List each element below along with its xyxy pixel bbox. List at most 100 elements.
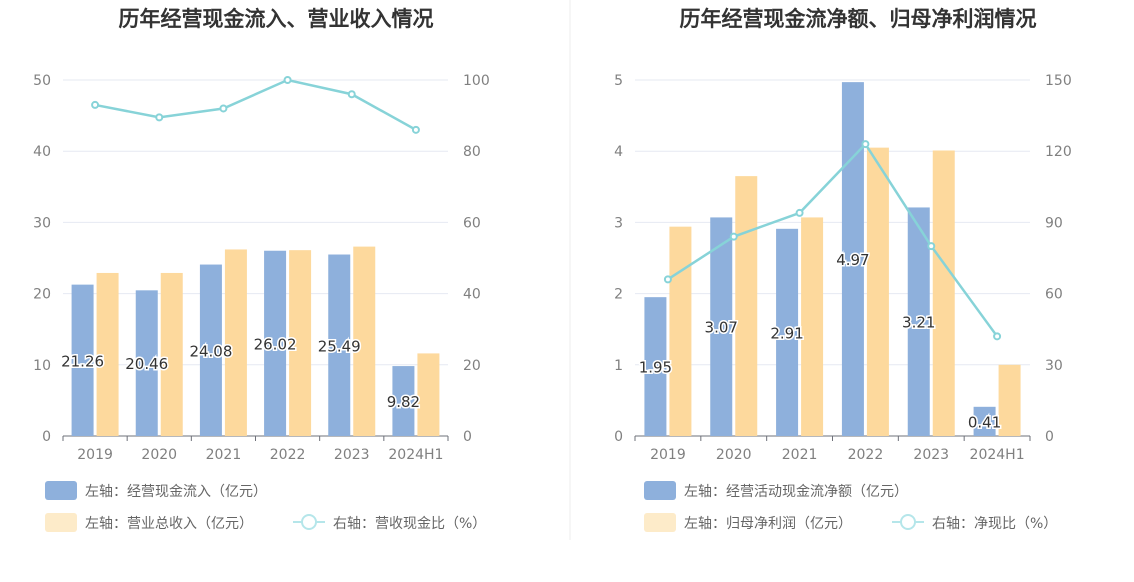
line-point bbox=[993, 332, 1002, 341]
bar-series-1 bbox=[199, 264, 222, 436]
line-series bbox=[94, 78, 417, 131]
bar-data-label: 20.46 bbox=[125, 355, 168, 373]
bar-data-label: 25.49 bbox=[318, 337, 361, 355]
bar-series-2 bbox=[735, 176, 758, 436]
right-axis-tick-label: 0 bbox=[463, 429, 472, 445]
x-axis-category-label: 2022 bbox=[848, 447, 884, 463]
right-axis-tick-label: 60 bbox=[1045, 287, 1063, 303]
right-axis-tick-label: 40 bbox=[463, 287, 481, 303]
left-axis-tick-label: 4 bbox=[614, 144, 623, 160]
line-point bbox=[155, 113, 164, 122]
bar-series-1 bbox=[392, 366, 415, 436]
x-axis-category-label: 2024H1 bbox=[388, 447, 443, 463]
left-axis-tick-label: 50 bbox=[33, 73, 51, 89]
legend-swatch bbox=[644, 513, 676, 532]
legend-swatch bbox=[45, 481, 77, 500]
bar-series-1 bbox=[135, 290, 158, 436]
right-axis-tick-label: 100 bbox=[463, 73, 490, 89]
legend-swatch bbox=[45, 513, 77, 532]
left-axis-tick-label: 30 bbox=[33, 215, 51, 231]
line-point bbox=[927, 242, 936, 251]
x-axis-category-label: 2019 bbox=[650, 447, 686, 463]
bar-series-1 bbox=[907, 207, 930, 436]
legend-swatch bbox=[644, 481, 676, 500]
right-axis-tick-label: 120 bbox=[1045, 144, 1072, 160]
bar-series-2 bbox=[866, 147, 889, 436]
bar-series-1 bbox=[841, 82, 864, 437]
left-chart-title: 历年经营现金流入、营业收入情况 bbox=[119, 7, 434, 31]
right-axis-tick-label: 80 bbox=[463, 144, 481, 160]
x-axis-category-label: 2022 bbox=[270, 447, 306, 463]
x-axis-category-label: 2021 bbox=[206, 447, 242, 463]
right-chart-title: 历年经营现金流净额、归母净利润情况 bbox=[680, 7, 1037, 31]
line-point bbox=[91, 100, 100, 109]
bar-series-2 bbox=[96, 272, 119, 436]
bar-data-label: 1.95 bbox=[639, 359, 672, 377]
line-series bbox=[667, 142, 999, 338]
left-axis-tick-label: 0 bbox=[614, 429, 623, 445]
legend-label: 右轴：净现比（%） bbox=[932, 516, 1057, 532]
bar-series-2 bbox=[224, 249, 247, 436]
bar-series-2 bbox=[160, 272, 183, 436]
bar-data-label: 3.07 bbox=[705, 319, 738, 337]
right-axis-tick-label: 60 bbox=[463, 215, 481, 231]
left-axis-tick-label: 40 bbox=[33, 144, 51, 160]
legend-label: 左轴：经营现金流入（亿元） bbox=[85, 484, 267, 500]
legend-label: 左轴：营业总收入（亿元） bbox=[85, 516, 253, 532]
left-axis-tick-label: 2 bbox=[614, 287, 623, 303]
bar-series-1 bbox=[644, 297, 667, 436]
x-axis-category-label: 2020 bbox=[716, 447, 752, 463]
right-chart-panel: 历年经营现金流净额、归母净利润情况 0 1 2 3 4 5 0 30 60 90 120 150 201… bbox=[614, 7, 1072, 532]
bar-series-2 bbox=[932, 150, 955, 436]
bar-series-1 bbox=[710, 217, 733, 436]
right-axis-tick-label: 30 bbox=[1045, 358, 1063, 374]
bar-series-2 bbox=[669, 226, 692, 436]
bar-series-2 bbox=[998, 364, 1021, 436]
x-axis-category-label: 2021 bbox=[782, 447, 818, 463]
bar-data-label: 21.26 bbox=[61, 352, 104, 370]
bar-series-2 bbox=[289, 250, 312, 436]
x-axis-category-label: 2023 bbox=[334, 447, 370, 463]
legend-line-marker bbox=[900, 514, 916, 530]
x-axis-category-label: 2024H1 bbox=[970, 447, 1025, 463]
left-axis-tick-label: 0 bbox=[42, 429, 51, 445]
bar-data-label: 26.02 bbox=[254, 335, 297, 353]
x-axis-category-label: 2023 bbox=[913, 447, 949, 463]
line-point bbox=[219, 104, 228, 113]
bar-series-1 bbox=[328, 254, 351, 436]
bar-data-label: 9.82 bbox=[387, 393, 420, 411]
line-point bbox=[729, 232, 738, 241]
legend-line-marker bbox=[301, 514, 317, 530]
left-axis-tick-label: 3 bbox=[614, 215, 623, 231]
line-point bbox=[861, 140, 870, 149]
right-axis-tick-label: 150 bbox=[1045, 73, 1072, 89]
legend-label: 左轴：归母净利润（亿元） bbox=[684, 515, 852, 532]
left-axis-tick-label: 20 bbox=[33, 287, 51, 303]
bar-data-label: 4.97 bbox=[836, 251, 869, 269]
left-axis-tick-label: 10 bbox=[33, 358, 51, 374]
bar-data-label: 24.08 bbox=[189, 342, 232, 360]
bar-series-1 bbox=[264, 250, 287, 436]
bar-data-label: 0.41 bbox=[968, 413, 1001, 431]
left-axis-tick-label: 5 bbox=[614, 73, 623, 89]
right-axis-tick-label: 20 bbox=[463, 358, 481, 374]
line-point bbox=[347, 90, 356, 99]
line-point bbox=[795, 208, 804, 217]
bar-series-1 bbox=[973, 406, 996, 436]
legend-label: 右轴：营收现金比（%） bbox=[333, 516, 486, 532]
line-point bbox=[663, 275, 672, 284]
bar-series-1 bbox=[776, 228, 799, 436]
x-axis-category-label: 2020 bbox=[141, 447, 177, 463]
bar-series-2 bbox=[353, 246, 376, 436]
line-point bbox=[283, 76, 292, 84]
left-axis-tick-label: 1 bbox=[614, 358, 623, 374]
bar-data-label: 3.21 bbox=[902, 314, 935, 332]
bar-series-2 bbox=[417, 353, 440, 436]
line-point bbox=[411, 125, 420, 134]
bar-data-label: 2.91 bbox=[770, 324, 803, 342]
left-chart-panel: 历年经营现金流入、营业收入情况 0 10 20 30 40 50 0 20 40 60 80 100 2… bbox=[33, 7, 490, 532]
right-axis-tick-label: 0 bbox=[1045, 429, 1054, 445]
legend-label: 左轴：经营活动现金流净额（亿元） bbox=[684, 484, 908, 500]
bar-series-2 bbox=[801, 217, 824, 436]
